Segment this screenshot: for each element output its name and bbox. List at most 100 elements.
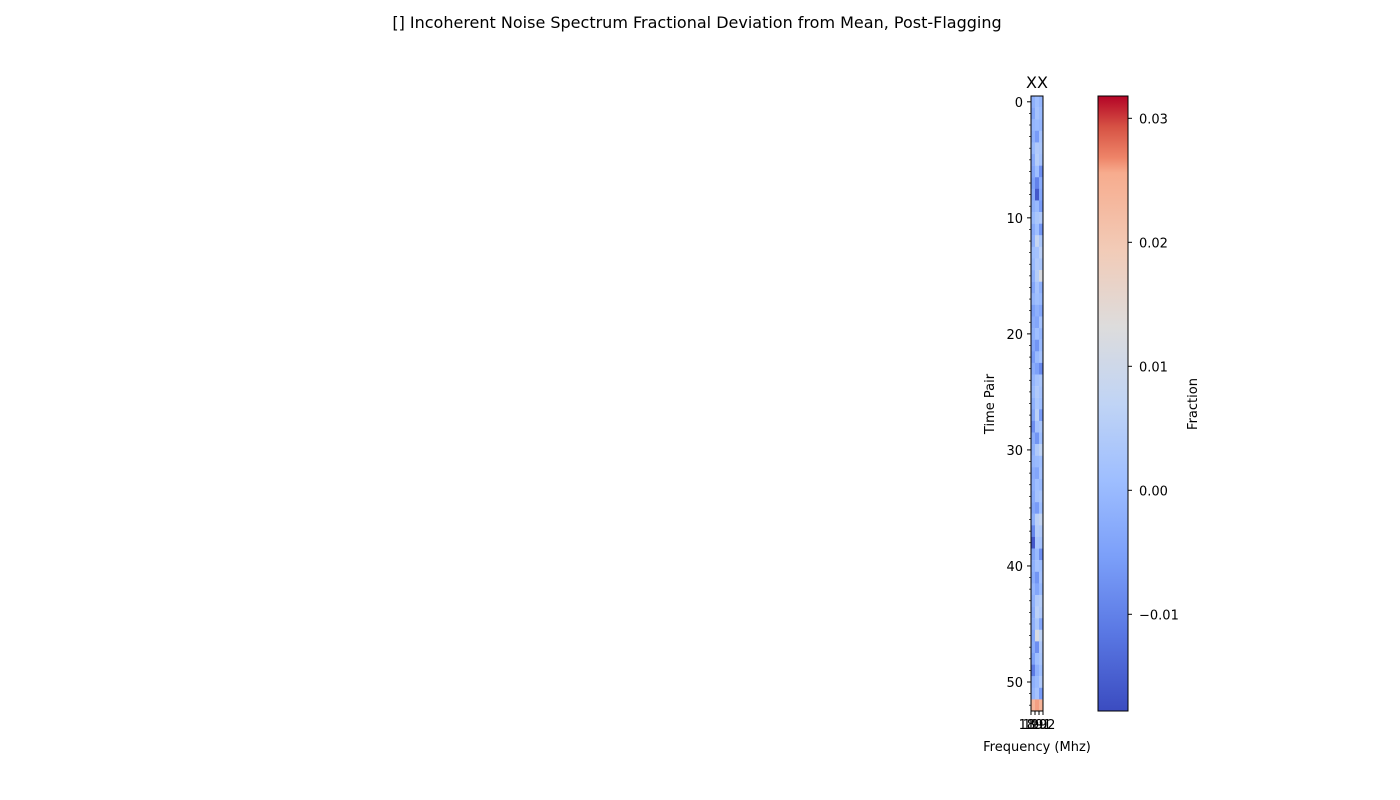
heatmap-cell xyxy=(1039,293,1044,306)
heatmap-cell xyxy=(1039,444,1044,456)
heatmap-cell xyxy=(1039,212,1044,224)
heatmap-cell xyxy=(1035,397,1040,410)
heatmap-cell xyxy=(1035,420,1040,433)
heatmap-cell xyxy=(1031,397,1036,410)
heatmap-cell xyxy=(1031,571,1036,584)
heatmap-cell xyxy=(1035,409,1040,422)
heatmap-cell xyxy=(1035,444,1040,456)
heatmap-cell xyxy=(1035,664,1040,677)
heatmap-cell xyxy=(1039,478,1044,491)
heatmap-cell xyxy=(1031,594,1036,607)
heatmap-cell xyxy=(1031,444,1036,456)
heatmap-cell xyxy=(1031,467,1036,480)
heatmap-cell xyxy=(1039,583,1044,596)
heatmap-cell xyxy=(1039,281,1044,294)
y-axis: 0 10 20 30 40 50 xyxy=(1006,96,1031,706)
heatmap-cell xyxy=(1031,687,1036,700)
heatmap-cell xyxy=(1035,641,1040,654)
colorbar-tick-label: 0.01 xyxy=(1139,360,1168,375)
heatmap-cell xyxy=(1039,200,1044,213)
heatmap-cell xyxy=(1031,641,1036,654)
y-tick-label: 20 xyxy=(1006,328,1023,343)
heatmap-cell xyxy=(1035,235,1040,248)
heatmap-cell xyxy=(1039,571,1044,584)
heatmap-cell xyxy=(1031,246,1036,259)
heatmap-cell xyxy=(1039,467,1044,480)
heatmap-cell xyxy=(1035,374,1040,387)
heatmap-cell xyxy=(1035,548,1040,561)
heatmap-cell xyxy=(1031,548,1036,561)
heatmap-cell xyxy=(1039,374,1044,387)
heatmap-cell xyxy=(1035,119,1040,132)
heatmap-cell xyxy=(1039,362,1044,375)
y-tick-label: 50 xyxy=(1006,676,1023,691)
heatmap-cell xyxy=(1039,258,1044,271)
x-tick-label: 189 xyxy=(1019,718,1044,733)
heatmap-cell xyxy=(1031,455,1036,468)
heatmap-cell xyxy=(1039,420,1044,433)
y-tick-label: 40 xyxy=(1006,560,1023,575)
heatmap-cell xyxy=(1031,188,1036,201)
heatmap-cell xyxy=(1039,536,1044,549)
heatmap-cell xyxy=(1035,96,1040,108)
heatmap-cell xyxy=(1031,362,1036,375)
heatmap-cell xyxy=(1039,351,1044,364)
heatmap-cell xyxy=(1031,165,1036,178)
x-axis-label: Frequency (Mhz) xyxy=(983,740,1091,755)
heatmap-cell xyxy=(1031,536,1036,549)
heatmap-cell xyxy=(1031,270,1036,282)
heatmap-cell xyxy=(1031,223,1036,236)
heatmap-cell xyxy=(1031,490,1036,503)
colorbar xyxy=(1097,95,1129,712)
heatmap-cell xyxy=(1031,583,1036,596)
heatmap-cell xyxy=(1039,246,1044,259)
heatmap-cell xyxy=(1035,560,1040,572)
heatmap-cell xyxy=(1035,188,1040,201)
heatmap-cell xyxy=(1035,676,1040,688)
y-axis-label: Time Pair xyxy=(983,373,998,435)
heatmap-cell xyxy=(1035,618,1040,630)
heatmap-cell xyxy=(1031,652,1036,665)
heatmap-cell xyxy=(1039,513,1044,526)
heatmap-cell xyxy=(1031,618,1036,630)
heatmap-cell xyxy=(1035,316,1040,329)
heatmap-cell xyxy=(1031,386,1036,398)
heatmap-cell xyxy=(1031,560,1036,572)
heatmap-title: XX xyxy=(1026,73,1048,92)
heatmap-cell xyxy=(1031,293,1036,306)
heatmap-cell xyxy=(1039,339,1044,352)
colorbar-label: Fraction xyxy=(1186,378,1201,430)
heatmap-cell xyxy=(1035,223,1040,236)
heatmap-cell xyxy=(1035,165,1040,178)
heatmap-cell xyxy=(1039,432,1044,445)
heatmap-cell xyxy=(1031,374,1036,387)
heatmap-cell xyxy=(1039,641,1044,654)
heatmap-cell xyxy=(1035,130,1040,143)
heatmap-cell xyxy=(1031,107,1036,120)
heatmap-cell xyxy=(1031,432,1036,445)
heatmap-cell xyxy=(1031,328,1036,340)
heatmap-cell xyxy=(1031,281,1036,294)
y-tick-label: 10 xyxy=(1006,212,1023,227)
heatmap-cell xyxy=(1039,652,1044,665)
x-tick-label: 191 xyxy=(1027,718,1052,733)
heatmap-cell xyxy=(1035,200,1040,213)
heatmap-cell xyxy=(1039,455,1044,468)
heatmap-cell xyxy=(1035,432,1040,445)
heatmap-cell xyxy=(1035,629,1040,642)
heatmap-cell xyxy=(1039,270,1044,282)
x-tick-label: 192 xyxy=(1031,718,1056,733)
heatmap-cell xyxy=(1035,304,1040,317)
colorbar-axis: −0.01 0.00 0.01 0.02 0.03 xyxy=(1128,112,1179,623)
heatmap-cell xyxy=(1031,130,1036,143)
heatmap-cell xyxy=(1035,177,1040,190)
heatmap-cell xyxy=(1035,525,1040,538)
heatmap-cell xyxy=(1035,351,1040,364)
heatmap-cell xyxy=(1039,107,1044,120)
heatmap-cell xyxy=(1035,362,1040,375)
heatmap-cell xyxy=(1035,293,1040,306)
heatmap-cell xyxy=(1035,478,1040,491)
y-tick-label: 0 xyxy=(1015,96,1023,111)
heatmap-cell xyxy=(1035,467,1040,480)
